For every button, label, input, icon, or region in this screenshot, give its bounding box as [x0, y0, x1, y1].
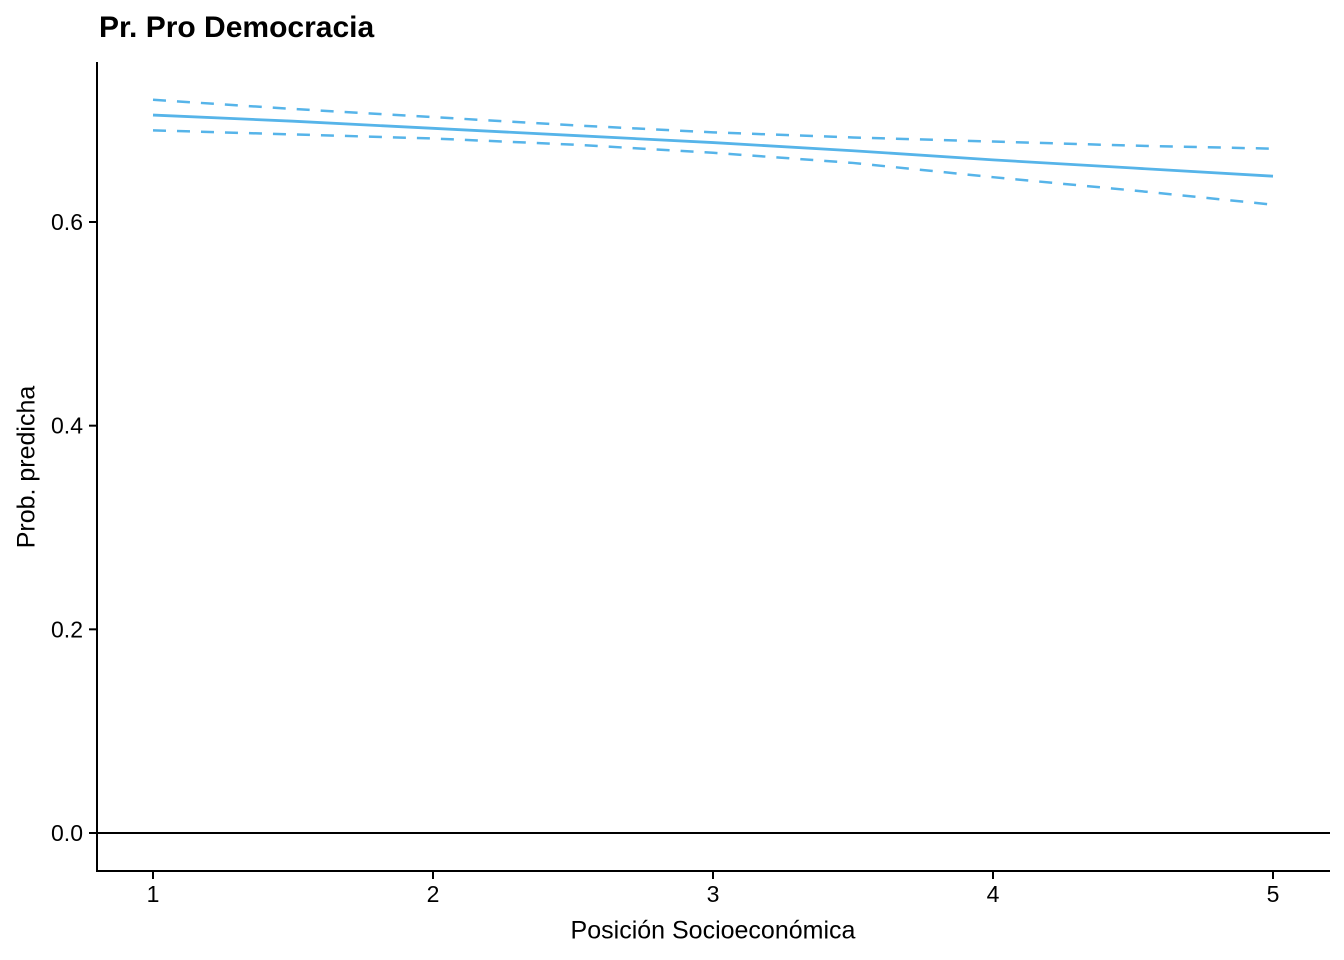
lower-confidence-bound-line: [152, 129, 1274, 206]
predicted-probability-line: [152, 113, 1274, 178]
y-tick-label: 0.4: [51, 413, 83, 439]
y-tick-label: 0.6: [51, 209, 83, 235]
x-axis-title: Posición Socioeconómica: [570, 916, 856, 945]
x-tick-label: 5: [1267, 881, 1280, 907]
y-tick-label: 0.0: [51, 820, 83, 846]
y-tick-label: 0.2: [51, 616, 83, 642]
chart-title: Pr. Pro Democracia: [99, 11, 375, 44]
x-tick-label: 4: [987, 881, 1000, 907]
upper-confidence-bound-line: [152, 98, 1274, 150]
x-tick-label: 2: [427, 881, 440, 907]
x-tick-label: 3: [707, 881, 720, 907]
x-tick-label: 1: [147, 881, 160, 907]
